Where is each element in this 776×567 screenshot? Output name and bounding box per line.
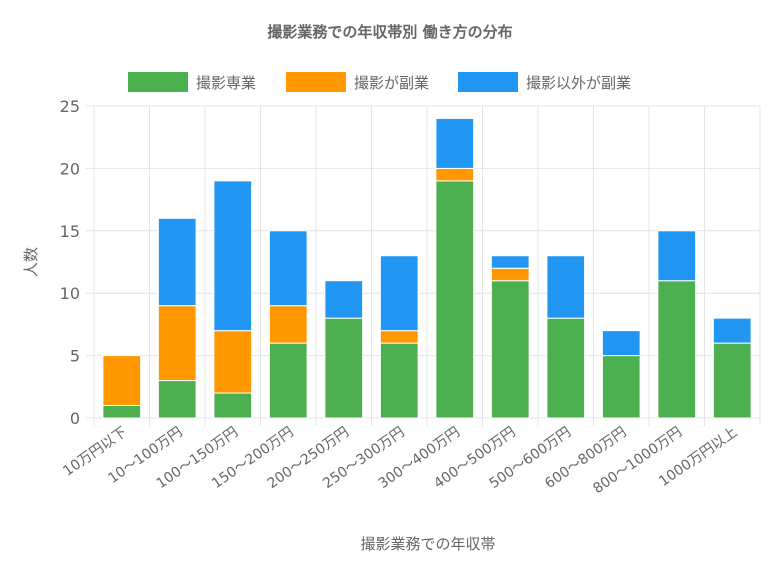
bar-segment — [490, 280, 530, 419]
bar-segment — [712, 317, 752, 344]
bar-segment — [379, 330, 419, 344]
legend-item[interactable]: 撮影が副業 — [286, 72, 429, 92]
chart-title: 撮影業務での年収帯別 働き方の分布 — [267, 23, 512, 41]
bar-segment — [157, 217, 197, 307]
y-axis-label: 人数 — [22, 247, 40, 277]
bar-segment — [213, 330, 253, 394]
bar-segment — [546, 255, 586, 319]
legend-label: 撮影以外が副業 — [526, 74, 631, 92]
bar-segment — [601, 355, 641, 419]
legend-item[interactable]: 撮影以外が副業 — [458, 72, 631, 92]
bar-segment — [490, 267, 530, 282]
bars — [102, 117, 752, 419]
legend-item[interactable]: 撮影専業 — [128, 72, 256, 92]
y-tick-label: 15 — [60, 222, 80, 241]
grid — [86, 105, 761, 426]
bar-segment — [213, 392, 253, 419]
bar-segment — [657, 280, 697, 419]
bar-segment — [324, 280, 364, 319]
legend-label: 撮影専業 — [196, 74, 256, 92]
y-tick-label: 25 — [60, 97, 80, 116]
bar-segment — [102, 355, 142, 407]
bar-segment — [102, 405, 142, 419]
bar-segment — [490, 255, 530, 269]
legend-swatch — [286, 72, 346, 92]
y-tick-label: 20 — [60, 159, 80, 178]
bar-segment — [657, 230, 697, 282]
legend-label: 撮影が副業 — [354, 74, 429, 92]
bar-segment — [213, 180, 253, 332]
bar-segment — [157, 305, 197, 382]
bar-segment — [379, 342, 419, 419]
bar-segment — [268, 230, 308, 307]
bar-segment — [379, 255, 419, 332]
bar-segment — [435, 167, 475, 182]
bar-segment — [157, 380, 197, 419]
bar-segment — [435, 180, 475, 419]
y-axis-ticks: 0 5 10 15 20 25 — [60, 97, 80, 428]
legend-swatch — [128, 72, 188, 92]
legend-swatch — [458, 72, 518, 92]
bar-segment — [268, 342, 308, 419]
bar-segment — [268, 305, 308, 344]
y-tick-label: 0 — [70, 409, 80, 428]
x-axis-ticks: 10万円以下10〜100万円100〜150万円150〜200万円200〜250万… — [60, 424, 740, 497]
y-tick-label: 5 — [70, 347, 80, 366]
bar-segment — [546, 317, 586, 419]
legend[interactable]: 撮影専業 撮影が副業 撮影以外が副業 — [128, 72, 631, 92]
bar-segment — [435, 117, 475, 169]
bar-segment — [324, 317, 364, 419]
x-axis-label: 撮影業務での年収帯 — [360, 535, 495, 553]
y-tick-label: 10 — [60, 284, 80, 303]
bar-segment — [712, 342, 752, 419]
bar-segment — [601, 330, 641, 357]
